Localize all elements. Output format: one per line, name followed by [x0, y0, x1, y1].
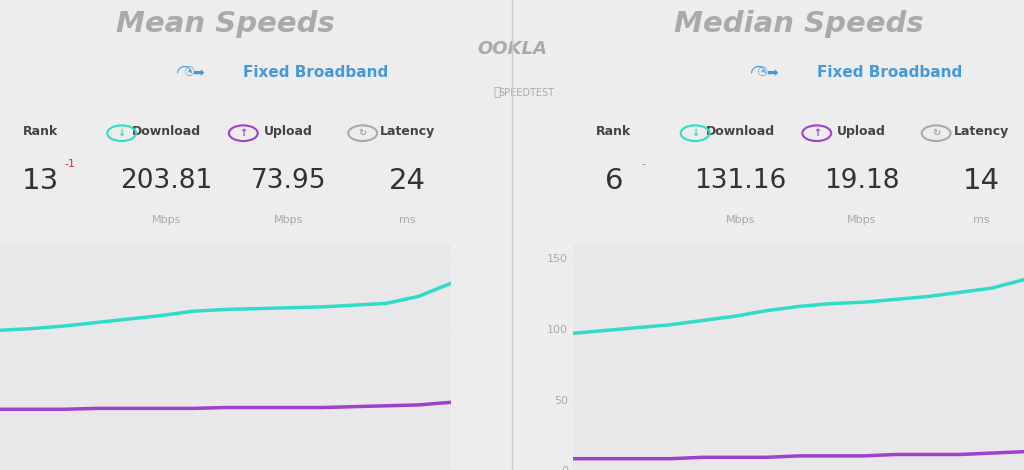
Text: Upload: Upload: [264, 125, 312, 139]
Text: 14: 14: [963, 167, 999, 195]
Text: ms: ms: [399, 215, 416, 225]
Text: Download: Download: [706, 125, 775, 139]
Text: ☉: ☉: [757, 66, 768, 78]
Text: ↑: ↑: [813, 128, 821, 138]
Text: 131.16: 131.16: [694, 168, 786, 194]
Text: 24: 24: [389, 167, 426, 195]
Text: 73.95: 73.95: [251, 168, 326, 194]
Text: ➡: ➡: [766, 66, 777, 80]
Text: ⧖: ⧖: [494, 86, 501, 99]
Text: Mbps: Mbps: [725, 215, 755, 225]
Text: ↓: ↓: [118, 128, 126, 138]
Text: Mbps: Mbps: [847, 215, 877, 225]
Text: Rank: Rank: [596, 125, 632, 139]
Text: ☉: ☉: [183, 66, 195, 78]
Text: 19.18: 19.18: [824, 168, 899, 194]
Text: Rank: Rank: [23, 125, 58, 139]
Text: Latency: Latency: [380, 125, 435, 139]
Text: ◠: ◠: [176, 63, 194, 82]
Text: Mean Speeds: Mean Speeds: [116, 10, 335, 38]
Text: ↻: ↻: [358, 128, 367, 138]
Text: OOKLA: OOKLA: [477, 40, 547, 58]
Text: SPEEDTEST: SPEEDTEST: [499, 88, 555, 98]
Text: Median Speeds: Median Speeds: [674, 10, 924, 38]
Text: 203.81: 203.81: [121, 168, 213, 194]
Text: Mbps: Mbps: [152, 215, 181, 225]
Text: -1: -1: [65, 159, 76, 169]
Text: Upload: Upload: [838, 125, 886, 139]
Text: ↓: ↓: [691, 128, 699, 138]
Text: Mbps: Mbps: [273, 215, 303, 225]
Text: -: -: [641, 159, 645, 169]
Text: ➡: ➡: [193, 66, 204, 80]
Text: ms: ms: [973, 215, 989, 225]
Text: 6: 6: [605, 167, 624, 195]
Text: 13: 13: [22, 167, 59, 195]
Text: Fixed Broadband: Fixed Broadband: [244, 64, 388, 79]
Text: Latency: Latency: [953, 125, 1009, 139]
Text: ↑: ↑: [240, 128, 248, 138]
Text: Download: Download: [132, 125, 202, 139]
Text: ◠: ◠: [750, 63, 767, 82]
Text: ↻: ↻: [932, 128, 940, 138]
Text: Fixed Broadband: Fixed Broadband: [817, 64, 962, 79]
